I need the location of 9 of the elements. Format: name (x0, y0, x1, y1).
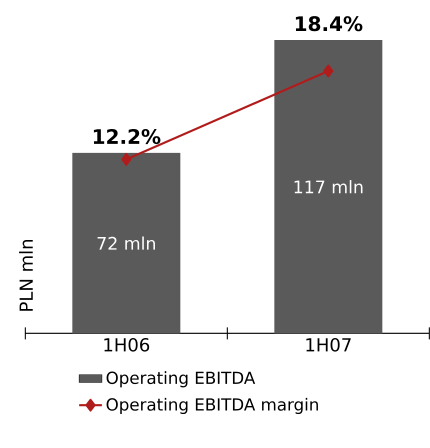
data-label: 117 mln (294, 180, 362, 194)
x-tick-label: 1H07 (306, 338, 351, 352)
legend-label: Operating EBITDA (106, 371, 256, 388)
data-label: 18.4% (296, 16, 362, 32)
legend-label: Operating EBITDA margin (106, 398, 318, 414)
x-tick-label: 1H06 (104, 338, 150, 352)
data-label: 12.2% (94, 128, 160, 144)
data-label: 72 mln (98, 236, 155, 250)
y-axis-title: PLN mln (19, 240, 33, 311)
